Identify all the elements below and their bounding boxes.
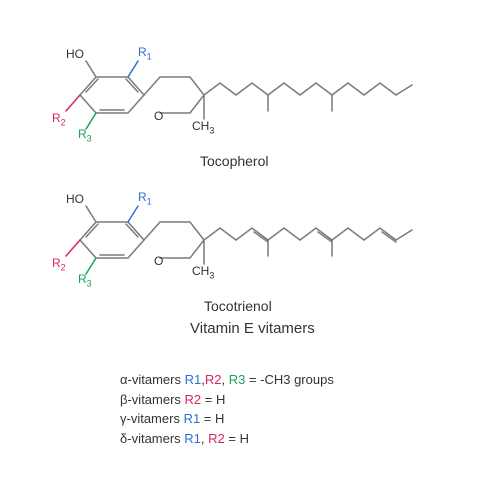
legend-row: δ-vitamers R1, R2 = H <box>120 429 334 449</box>
tocotrienol-structure: HO R1 R2 R3 O CH3 <box>60 180 440 300</box>
tocopherol-svg <box>60 35 440 155</box>
ch3-label: CH3 <box>192 119 214 135</box>
r3-label: R3 <box>78 127 92 143</box>
ho-label: HO <box>66 192 84 206</box>
tocopherol-structure: HO R1 R2 R3 O CH3 <box>60 35 440 155</box>
o-label: O <box>154 109 163 123</box>
r2-label: R2 <box>52 111 66 127</box>
tocotrienol-svg <box>60 180 440 300</box>
ho-label: HO <box>66 47 84 61</box>
r1-label: R1 <box>138 45 152 61</box>
tocopherol-name: Tocopherol <box>200 153 269 169</box>
r3-label: R3 <box>78 272 92 288</box>
vitamer-legend: α-vitamers R1,R2, R3 = -CH3 groupsβ-vita… <box>120 370 334 448</box>
tocotrienol-name: Tocotrienol <box>204 298 272 314</box>
ch3-label: CH3 <box>192 264 214 280</box>
legend-row: γ-vitamers R1 = H <box>120 409 334 429</box>
legend-row: α-vitamers R1,R2, R3 = -CH3 groups <box>120 370 334 390</box>
figure-caption: Vitamin E vitamers <box>190 320 315 337</box>
r1-label: R1 <box>138 190 152 206</box>
o-label: O <box>154 254 163 268</box>
legend-row: β-vitamers R2 = H <box>120 390 334 410</box>
r2-label: R2 <box>52 256 66 272</box>
